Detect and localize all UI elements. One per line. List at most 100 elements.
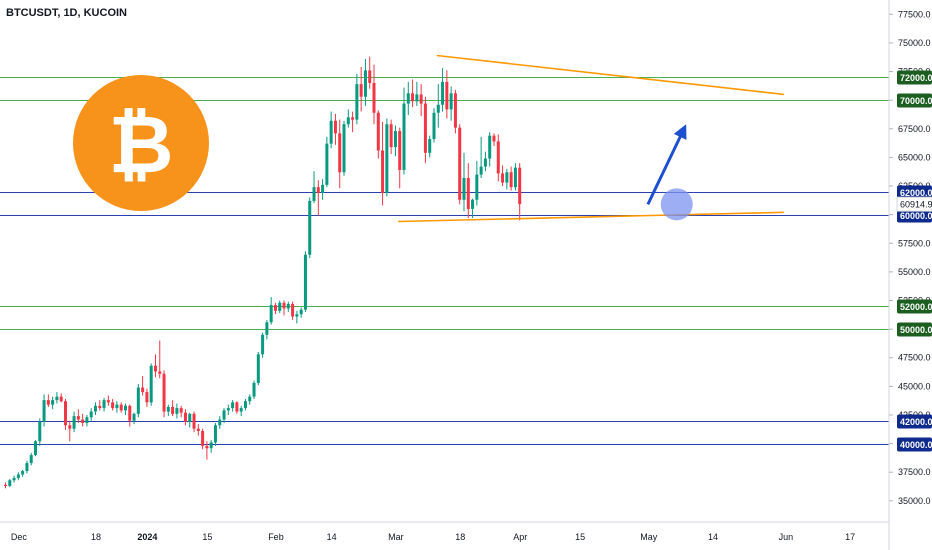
candle-body: [265, 322, 269, 335]
candle-body: [321, 184, 325, 193]
candle-body: [179, 408, 183, 413]
bitcoin-logo-icon: ₿: [73, 75, 209, 211]
chart-title: BTCUSDT, 1D, KUCOIN: [6, 7, 128, 19]
candle-body: [132, 413, 136, 421]
candle-body: [329, 120, 333, 144]
level-badge-label: 40000.0: [900, 440, 932, 450]
candle: [128, 404, 132, 427]
x-tick-label: Jun: [779, 532, 794, 542]
candle: [338, 119, 342, 189]
candle-body: [46, 400, 50, 405]
x-tick-label: 14: [708, 532, 718, 542]
candle: [93, 402, 97, 415]
candle-body: [363, 70, 367, 97]
candle-body: [282, 302, 286, 309]
y-tick-label: 55000.0: [898, 267, 931, 277]
candle-body: [222, 410, 226, 420]
candle: [385, 118, 389, 197]
candle-body: [209, 442, 213, 449]
candle: [16, 472, 20, 481]
candle-body: [51, 400, 55, 405]
level-badge-label: 60000.0: [900, 211, 932, 221]
candle-body: [303, 254, 307, 310]
candle-body: [389, 124, 393, 148]
candle: [368, 56, 372, 89]
candle: [286, 301, 290, 312]
level-badge-60000.0: [897, 208, 932, 223]
candle-body: [252, 382, 256, 397]
candle-body: [256, 354, 260, 383]
levels-layer: [0, 77, 889, 445]
candle: [243, 398, 247, 411]
candle-body: [445, 81, 449, 110]
candle: [411, 79, 415, 108]
candle: [423, 96, 427, 164]
candle-body: [115, 404, 119, 409]
candle-body: [72, 416, 76, 429]
candle: [59, 393, 63, 403]
candle: [231, 400, 235, 412]
x-tick-label: 18: [455, 532, 465, 542]
candle: [436, 84, 440, 128]
candle: [4, 482, 7, 489]
candle: [81, 413, 85, 427]
candle: [222, 408, 226, 423]
candle: [466, 163, 470, 219]
x-tick-label: Feb: [268, 532, 284, 542]
candle: [158, 340, 162, 379]
candle: [141, 376, 145, 396]
candle: [33, 440, 37, 457]
candle-body: [518, 167, 522, 205]
candle-body: [393, 131, 397, 148]
candle: [308, 197, 312, 259]
candle: [342, 120, 346, 176]
candle-body: [325, 143, 329, 185]
candle-body: [449, 93, 453, 110]
candle-body: [441, 81, 445, 105]
candle: [261, 332, 265, 358]
candle: [483, 151, 487, 172]
candle: [98, 400, 102, 411]
x-tick-label: 15: [575, 532, 585, 542]
candle-body: [85, 417, 89, 423]
candle-body: [372, 82, 376, 113]
candle-body: [415, 94, 419, 102]
candle: [21, 469, 25, 477]
candle: [123, 403, 127, 415]
candle: [106, 395, 110, 406]
candle-body: [509, 172, 513, 188]
x-tick-label: 2024: [137, 532, 157, 542]
candle-body: [89, 411, 93, 418]
candle-body: [419, 94, 423, 104]
candle: [299, 307, 303, 318]
x-tick-label: 14: [327, 532, 337, 542]
candle-body: [428, 139, 432, 153]
candle: [192, 411, 196, 433]
candle: [406, 81, 410, 116]
candle-body: [4, 484, 7, 486]
candle: [119, 402, 123, 413]
candle-body: [33, 441, 37, 456]
candle-body: [273, 305, 277, 311]
candle: [235, 401, 239, 414]
candle-body: [38, 421, 42, 442]
candle-body: [453, 93, 457, 128]
candle: [475, 160, 479, 206]
x-tick-label: Mar: [388, 532, 404, 542]
candle-body: [316, 187, 320, 193]
candle-body: [295, 314, 299, 317]
x-tick-label: 18: [91, 532, 101, 542]
candle-body: [158, 371, 162, 374]
candle: [351, 111, 355, 133]
candle: [226, 404, 230, 415]
candle: [505, 168, 509, 190]
candle-body: [8, 480, 12, 486]
candle-body: [226, 408, 230, 411]
candle: [496, 134, 500, 182]
candle: [46, 394, 50, 407]
candle: [132, 412, 136, 425]
level-badge-50000.0: [897, 322, 932, 337]
candle-body: [59, 396, 63, 402]
candle: [196, 424, 200, 436]
